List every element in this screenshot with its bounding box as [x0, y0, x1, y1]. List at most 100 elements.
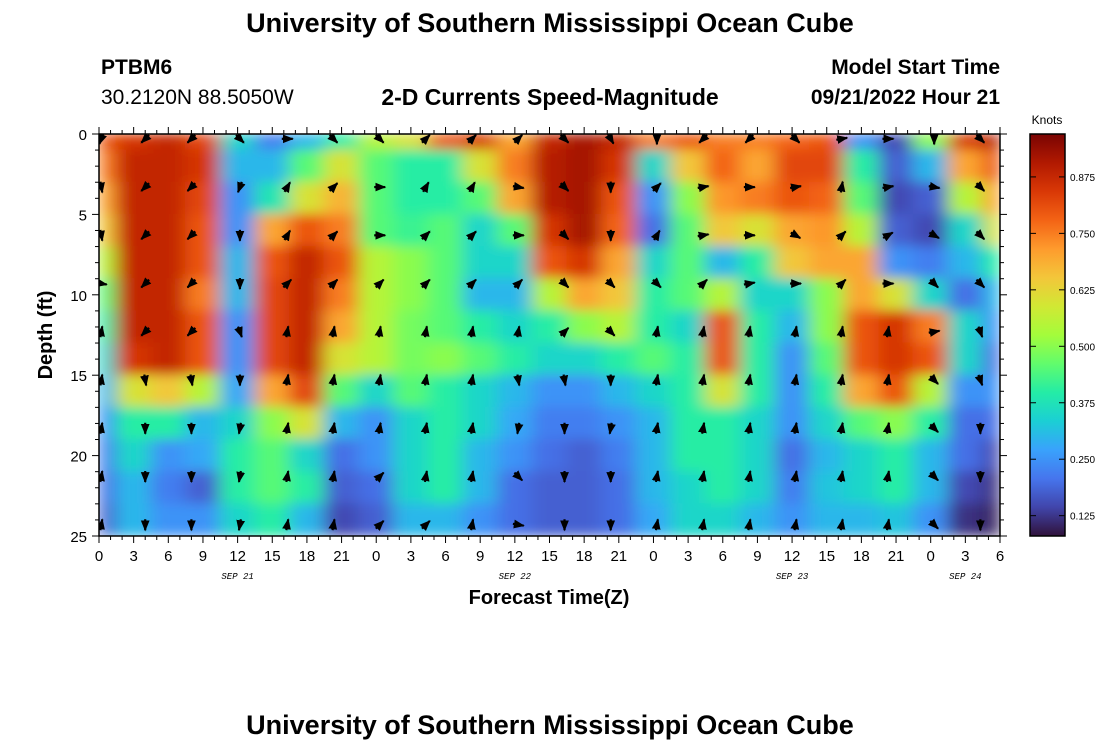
current-arrow — [698, 134, 710, 144]
heatmap-cell — [254, 246, 291, 280]
date-label: SEP 24 — [949, 572, 981, 582]
heatmap-cell — [393, 342, 429, 376]
heatmap-cell — [393, 406, 429, 441]
heatmap-cell — [219, 213, 256, 248]
heatmap-cell — [600, 310, 637, 344]
heatmap-cell — [531, 149, 568, 183]
heatmap-cell — [947, 471, 984, 505]
heatmap-cell — [808, 439, 845, 473]
heatmap-cell — [808, 134, 845, 151]
heatmap-cell — [185, 149, 221, 183]
current-arrow — [327, 278, 339, 290]
station-coordinates: 30.2120N 88.5050W — [101, 86, 294, 109]
current-arrow — [419, 230, 431, 242]
x-tick-label: 9 — [199, 548, 207, 565]
heatmap-cell — [150, 406, 187, 441]
heatmap-cell — [358, 342, 395, 376]
heatmap-cell — [704, 342, 741, 376]
heatmap-cell — [566, 374, 602, 408]
heatmap-cell — [947, 181, 984, 215]
heatmap-cell — [808, 278, 845, 312]
heatmap-cell — [323, 471, 360, 505]
current-arrow — [327, 230, 339, 242]
current-arrow — [789, 183, 803, 193]
current-arrow — [186, 277, 198, 289]
current-arrow — [419, 520, 431, 531]
x-tick-label: 12 — [784, 548, 801, 565]
heatmap-cell — [323, 213, 360, 248]
heatmap-cell — [843, 503, 880, 536]
heatmap-cell — [878, 374, 914, 408]
heatmap-cell — [600, 342, 637, 376]
current-arrow — [186, 134, 198, 144]
current-arrow — [882, 325, 892, 338]
current-arrow — [236, 519, 246, 532]
heatmap-cell — [323, 181, 360, 215]
colorbar-tick-label: 0.750 — [1070, 229, 1095, 240]
x-tick-label: 12 — [229, 548, 246, 565]
heatmap-cell — [982, 246, 1000, 280]
current-arrow — [99, 229, 105, 242]
current-arrow — [420, 373, 430, 386]
heatmap-cell — [219, 503, 256, 536]
current-arrow — [790, 470, 800, 483]
current-arrow — [466, 181, 476, 194]
current-arrow — [974, 326, 984, 338]
heatmap-cell — [774, 406, 810, 441]
heatmap-cell — [808, 246, 845, 280]
heatmap-cell — [843, 149, 880, 183]
heatmap-cell — [912, 149, 949, 183]
heatmap-cell — [600, 278, 637, 312]
date-label: SEP 22 — [499, 572, 532, 582]
heatmap-cell — [912, 503, 949, 536]
heatmap-cell — [878, 439, 914, 473]
x-tick-label: 12 — [507, 548, 524, 565]
heatmap-cell — [739, 246, 776, 280]
colorbar-tick-label: 0.375 — [1070, 399, 1095, 410]
heatmap-cell — [912, 471, 949, 505]
heatmap-cell — [462, 213, 499, 248]
current-arrow — [140, 134, 152, 144]
current-arrow — [650, 182, 662, 194]
heatmap-cell — [150, 439, 187, 473]
heatmap-cell — [185, 134, 221, 151]
current-arrow — [237, 181, 246, 194]
heatmap-cell — [878, 406, 914, 441]
heatmap-cell — [982, 181, 1000, 215]
heatmap-cell — [185, 246, 221, 280]
heatmap-cell — [774, 374, 810, 408]
heatmap-cell — [289, 342, 325, 376]
heatmap-cell — [670, 342, 706, 376]
heatmap-cell — [115, 149, 152, 183]
current-arrow — [882, 183, 895, 193]
current-arrow — [558, 229, 570, 240]
heatmap-cell — [358, 213, 395, 248]
colorbar-tick-label: 0.125 — [1070, 512, 1095, 523]
heatmap-cell — [289, 213, 325, 248]
current-arrow — [512, 134, 523, 146]
current-arrow — [698, 421, 707, 434]
current-arrow — [513, 325, 522, 338]
current-arrow — [789, 134, 801, 144]
heatmap-cell — [531, 503, 568, 536]
heatmap-cell — [289, 278, 325, 312]
heatmap-cell — [600, 149, 637, 183]
current-arrow — [836, 373, 846, 386]
current-arrow — [651, 421, 661, 434]
heatmap-cell — [219, 471, 256, 505]
heatmap-cell — [323, 342, 360, 376]
current-arrow — [836, 325, 846, 338]
heatmap-cell — [704, 439, 741, 473]
heatmap-cell — [808, 374, 845, 408]
heatmap-cell — [358, 246, 395, 280]
heatmap-cell — [99, 439, 117, 473]
heatmap-cell — [878, 181, 914, 215]
current-arrow — [282, 421, 291, 434]
current-arrow — [558, 327, 570, 339]
current-arrow — [927, 422, 939, 433]
x-tick-label: 3 — [129, 548, 137, 565]
current-arrow — [99, 278, 108, 288]
current-arrow — [99, 421, 105, 434]
heatmap-cell — [150, 213, 187, 248]
